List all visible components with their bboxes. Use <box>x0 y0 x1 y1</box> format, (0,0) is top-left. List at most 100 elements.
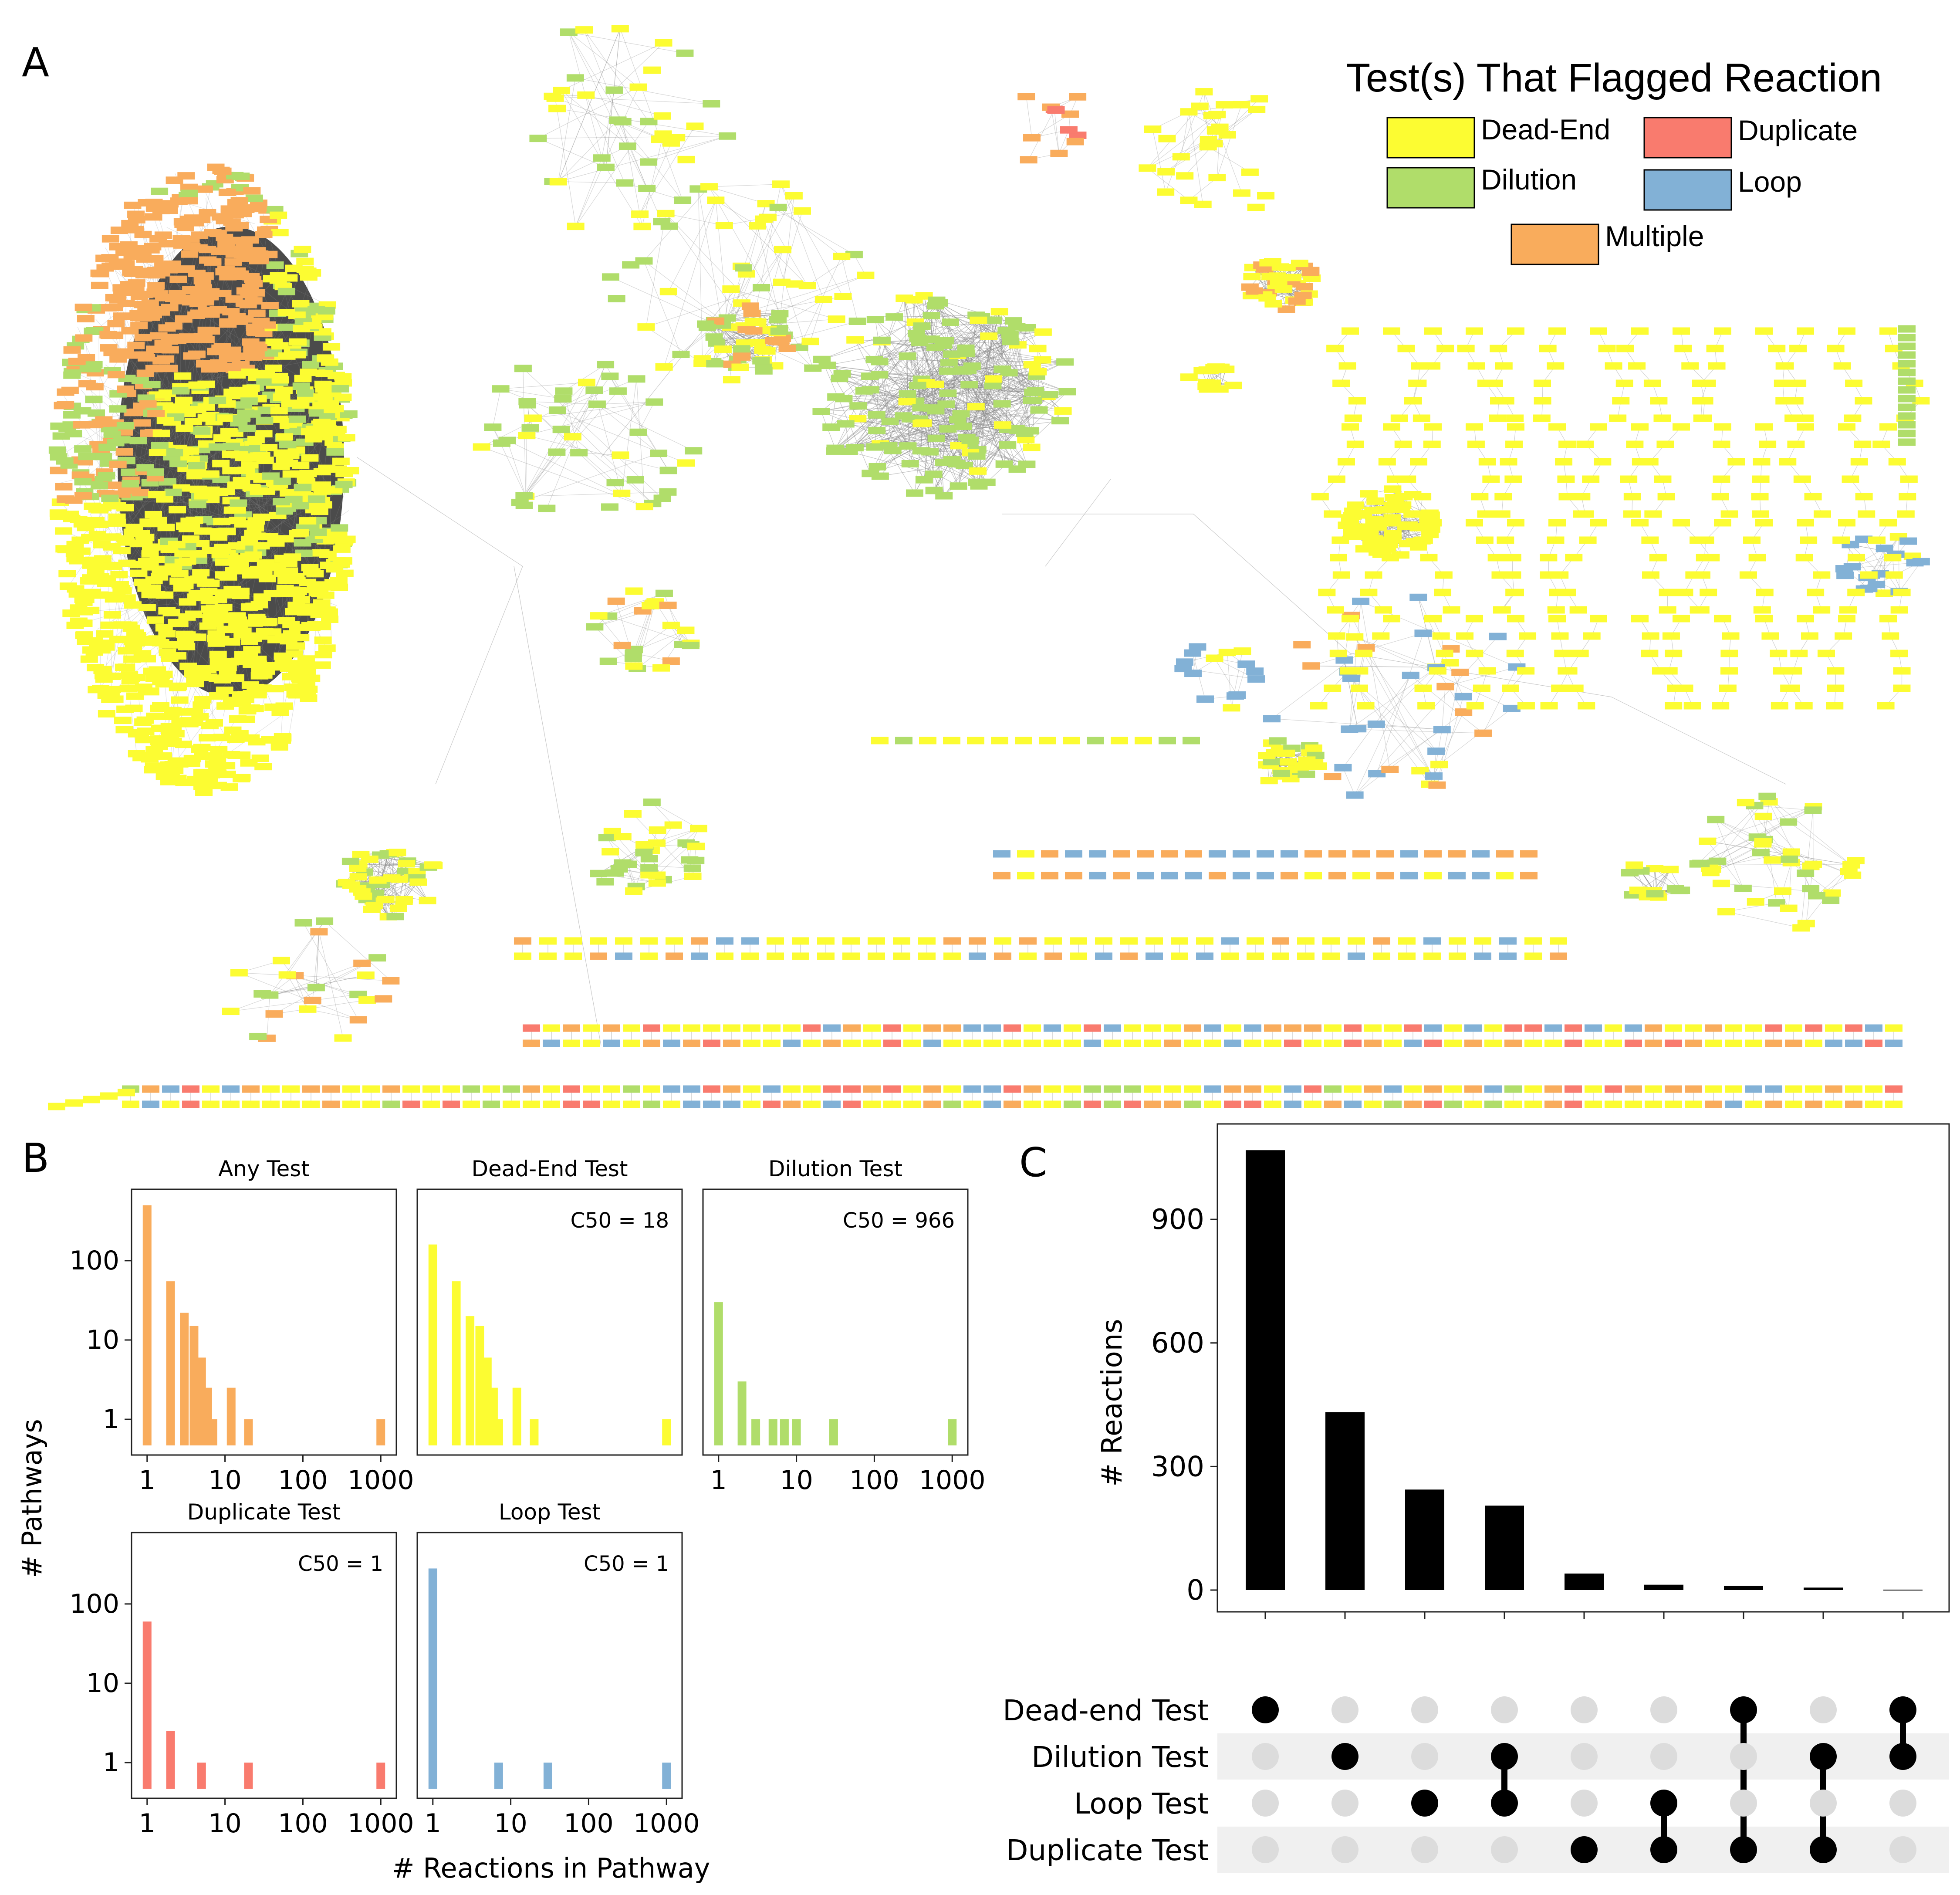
reaction-node <box>329 426 347 433</box>
reaction-node <box>277 288 295 295</box>
reaction-node <box>614 833 632 841</box>
reaction-edge <box>538 87 639 139</box>
reaction-edge <box>648 135 728 162</box>
reaction-node <box>1507 423 1524 431</box>
reaction-node <box>1847 589 1865 596</box>
reaction-node <box>1020 156 1037 164</box>
reaction-node <box>365 902 383 910</box>
reaction-node <box>1539 345 1557 352</box>
reaction-node <box>885 313 903 321</box>
reaction-node <box>160 739 178 747</box>
reaction-node <box>264 349 282 357</box>
reaction-node <box>686 122 704 130</box>
reaction-node <box>907 330 925 338</box>
reaction-node <box>1281 872 1298 880</box>
reaction-edge <box>709 186 766 204</box>
reaction-edge <box>879 374 946 405</box>
reaction-node <box>332 457 350 465</box>
reaction-node <box>174 549 192 557</box>
reaction-edge <box>730 207 779 328</box>
reaction-node <box>1180 196 1198 204</box>
reaction-node <box>1656 440 1674 448</box>
reaction-edge <box>500 389 563 399</box>
reaction-node <box>1743 536 1761 544</box>
reaction-node <box>1566 684 1584 692</box>
reaction-node <box>1850 458 1868 466</box>
reaction-node <box>271 229 289 237</box>
reaction-node <box>1625 861 1643 869</box>
reaction-node <box>1555 458 1573 466</box>
reaction-node <box>274 733 291 741</box>
reaction-node <box>1720 510 1738 518</box>
reaction-node <box>1258 294 1276 302</box>
reaction-node <box>899 390 916 398</box>
reaction-node <box>134 334 152 342</box>
reaction-node <box>1890 606 1908 614</box>
reaction-node <box>1888 458 1906 466</box>
reaction-node <box>1797 920 1815 927</box>
reaction-node <box>256 457 274 464</box>
reaction-node <box>331 524 348 532</box>
reaction-edge <box>709 184 781 187</box>
reaction-node <box>943 737 960 744</box>
reaction-node <box>1029 345 1047 352</box>
reaction-edge <box>1850 544 1881 574</box>
reaction-node <box>1534 379 1551 387</box>
reaction-edge <box>239 972 358 1020</box>
reaction-node <box>57 546 75 554</box>
reaction-node <box>1429 667 1446 675</box>
reaction-edge <box>1051 107 1059 154</box>
reaction-node <box>55 483 73 491</box>
reaction-node <box>157 524 175 531</box>
reaction-node <box>109 243 127 250</box>
reaction-edge <box>492 427 526 497</box>
reaction-node <box>282 470 300 478</box>
reaction-node <box>1540 554 1558 562</box>
reaction-node <box>1676 684 1693 692</box>
reaction-edge <box>1788 822 1852 865</box>
reaction-node <box>1223 704 1240 712</box>
reaction-node <box>299 662 317 670</box>
reaction-node <box>1209 872 1226 880</box>
reaction-node <box>1628 362 1646 370</box>
reaction-node <box>616 179 634 187</box>
reaction-node <box>1183 737 1200 744</box>
reaction-node <box>128 244 145 252</box>
reaction-node <box>1291 260 1308 267</box>
reaction-node <box>127 210 145 218</box>
reaction-node <box>1383 423 1400 431</box>
reaction-node <box>1692 860 1710 867</box>
reaction-node <box>139 400 157 408</box>
reaction-node <box>1054 407 1072 415</box>
reaction-node <box>261 301 279 309</box>
reaction-node <box>939 367 956 375</box>
reaction-node <box>662 657 680 665</box>
reaction-node <box>1414 684 1432 692</box>
reaction-node <box>284 576 301 584</box>
reaction-edge <box>835 393 908 449</box>
reaction-node <box>1548 519 1566 527</box>
reaction-node <box>308 306 325 314</box>
reaction-node <box>358 996 376 1004</box>
reaction-node <box>1034 328 1052 336</box>
reaction-node <box>180 183 198 191</box>
reaction-node <box>248 309 266 317</box>
reaction-node <box>84 328 101 335</box>
reaction-node <box>50 422 68 430</box>
reaction-node <box>1247 675 1265 683</box>
reaction-node <box>1714 423 1731 431</box>
reaction-node <box>1357 702 1375 710</box>
reaction-node <box>1039 737 1056 744</box>
reaction-node <box>1662 632 1680 640</box>
reaction-node <box>80 655 98 663</box>
reaction-node <box>1771 702 1788 710</box>
reaction-edge <box>461 566 523 719</box>
reaction-node <box>109 355 127 363</box>
reaction-node <box>822 423 840 431</box>
reaction-node <box>149 518 167 526</box>
reaction-node <box>245 619 263 627</box>
reaction-node <box>812 408 830 416</box>
reaction-node <box>1505 440 1523 448</box>
reaction-edge <box>1349 601 1361 729</box>
